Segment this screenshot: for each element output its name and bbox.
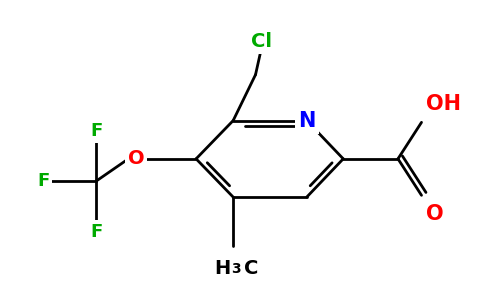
Text: C: C: [244, 259, 258, 278]
Text: OH: OH: [426, 94, 461, 114]
Text: O: O: [128, 149, 144, 168]
Text: F: F: [90, 122, 102, 140]
Text: Cl: Cl: [251, 32, 272, 51]
Text: 3: 3: [231, 262, 241, 276]
Text: F: F: [90, 223, 102, 241]
Text: F: F: [38, 172, 50, 190]
Text: H: H: [214, 259, 230, 278]
Text: N: N: [298, 111, 316, 130]
Text: O: O: [426, 204, 444, 224]
